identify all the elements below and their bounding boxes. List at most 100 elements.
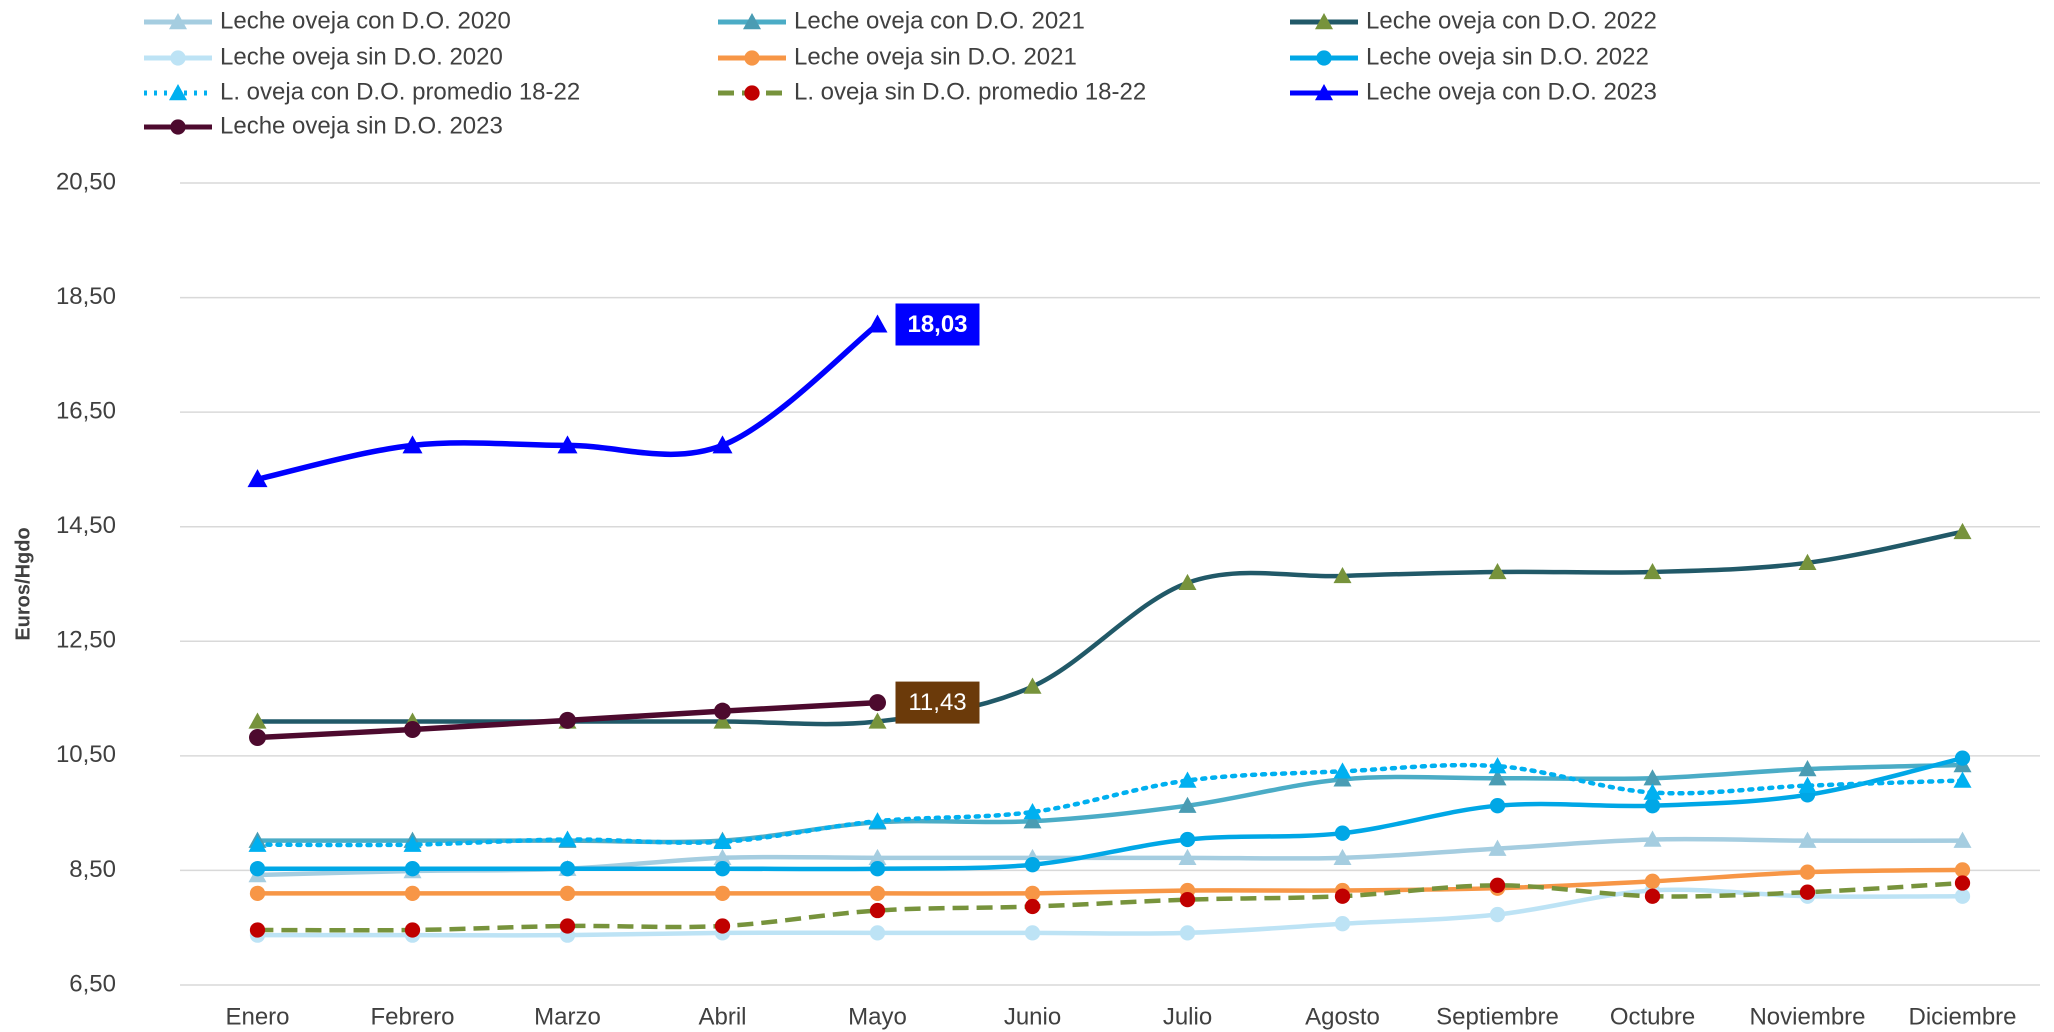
marker [1489,798,1506,814]
marker [714,702,731,720]
marker [248,712,267,729]
marker [248,835,267,852]
data-label-box [895,681,980,724]
marker [1643,783,1662,800]
marker [1023,802,1042,820]
marker [559,885,576,901]
legend-item: Leche oveja sin D.O. 2023 [144,112,503,139]
x-tick-label: Diciembre [1908,1003,2016,1030]
x-tick-label: Marzo [534,1003,601,1030]
x-tick-label: Julio [1163,1003,1212,1030]
y-tick-label: 10,50 [56,741,116,768]
marker [868,712,887,729]
marker [169,13,187,30]
data-label-box [895,303,980,346]
y-tick-label: 12,50 [56,627,116,654]
legend-item: L. oveja con D.O. promedio 18-22 [144,78,580,105]
marker [1954,875,1971,891]
legend-item: Leche oveja con D.O. 2020 [144,7,511,34]
marker [1799,884,1816,900]
marker [1488,562,1507,580]
y-tick-label: 20,50 [56,168,116,195]
series-line [255,762,1965,848]
marker [713,832,732,849]
series-line [257,880,1963,933]
legend-label: L. oveja sin D.O. promedio 18-22 [794,78,1146,105]
marker [1179,831,1196,848]
legend-label: L. oveja con D.O. promedio 18-22 [220,78,580,105]
marker [559,918,576,934]
x-tick-label: Junio [1004,1003,1061,1030]
marker [1178,796,1197,813]
marker [249,729,266,747]
marker [1798,831,1817,848]
marker [404,922,421,938]
marker [249,922,266,938]
marker [403,835,422,852]
series-line [256,322,880,482]
marker [170,50,186,66]
marker [1488,757,1507,774]
legend-label: Leche oveja con D.O. 2022 [1366,7,1657,34]
marker [1643,769,1662,786]
legend-item: Leche oveja sin D.O. 2021 [718,43,1077,70]
marker [557,435,578,454]
marker [713,848,732,866]
marker [169,84,187,101]
legend-item: Leche oveja con D.O. 2021 [718,7,1085,34]
legend-item: Leche oveja con D.O. 2022 [1290,7,1657,34]
marker [1178,848,1197,866]
series-line [257,529,1963,727]
x-tick-label: Abril [698,1003,746,1030]
marker [1315,13,1333,30]
legend-label: Leche oveja sin D.O. 2020 [220,43,503,70]
marker [559,711,576,729]
marker [170,119,186,135]
legend-item: L. oveja sin D.O. promedio 18-22 [718,78,1146,105]
marker [1178,771,1197,788]
marker [247,469,268,488]
marker [559,861,576,877]
marker [744,85,760,101]
data-label: 18,03 [907,311,967,338]
marker [1489,877,1506,893]
marker [249,885,266,901]
y-axis-label: Euros/Hgdo [12,527,34,640]
marker [1178,573,1197,591]
y-tick-label: 18,50 [56,283,116,310]
x-tick-label: Agosto [1305,1003,1380,1030]
marker [1023,677,1042,694]
marker [1644,798,1661,814]
y-tick-label: 8,50 [69,856,116,883]
marker [1488,839,1507,856]
marker [402,435,423,454]
marker [404,721,421,739]
y-tick-label: 16,50 [56,397,116,424]
marker [1316,50,1332,66]
marker [1334,888,1351,904]
marker [1023,812,1042,829]
x-tick-label: Enero [225,1003,289,1030]
marker [1179,891,1196,908]
marker [1489,906,1506,923]
marker [714,861,731,877]
marker [1799,864,1816,880]
marker [712,435,733,454]
marker [714,885,731,901]
marker [558,830,577,847]
series-line [257,755,1964,872]
y-tick-label: 6,50 [69,970,116,997]
marker [1643,562,1662,580]
marker [869,885,886,901]
y-tick-label: 14,50 [56,512,116,539]
legend-label: Leche oveja con D.O. 2021 [794,7,1085,34]
marker [1315,84,1333,101]
legend-label: Leche oveja sin D.O. 2023 [220,112,503,139]
legend-label: Leche oveja con D.O. 2020 [220,7,511,34]
marker [1954,862,1971,878]
marker [869,861,886,877]
marker [1798,553,1817,571]
marker [1953,522,1972,540]
